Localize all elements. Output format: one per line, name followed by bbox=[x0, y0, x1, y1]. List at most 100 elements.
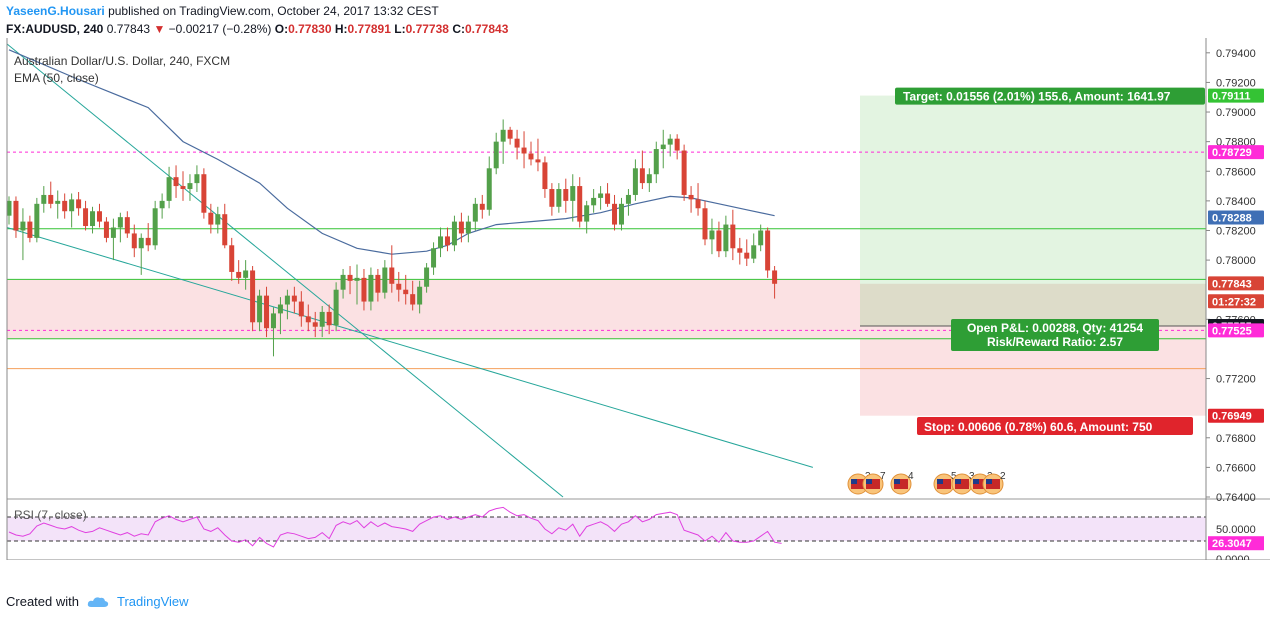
candle-body bbox=[751, 245, 757, 259]
candle-body bbox=[76, 199, 82, 209]
trendline-1[interactable] bbox=[6, 43, 564, 498]
event-count-label: 2 bbox=[1000, 471, 1006, 482]
us-flag-canton bbox=[894, 479, 900, 484]
candle bbox=[688, 186, 694, 213]
candle bbox=[702, 200, 708, 246]
candle bbox=[333, 282, 339, 332]
economic-event-flag-icon[interactable]: 2 bbox=[982, 471, 1006, 495]
candle bbox=[361, 268, 367, 311]
candle bbox=[270, 307, 276, 357]
rsi-tick-label: 0.0000 bbox=[1216, 554, 1250, 560]
candle-body bbox=[639, 168, 645, 184]
ema-legend: EMA (50, close) bbox=[14, 71, 99, 85]
candle bbox=[723, 215, 729, 258]
economic-event-flag-icon[interactable]: 4 bbox=[890, 471, 914, 495]
candle-body bbox=[208, 212, 214, 225]
candle-body bbox=[646, 174, 652, 184]
trendline-2[interactable] bbox=[6, 227, 814, 468]
candle-body bbox=[674, 138, 680, 151]
economic-event-flag-icon[interactable]: 5 bbox=[933, 471, 957, 495]
candle-body bbox=[13, 200, 19, 231]
candle-body bbox=[410, 294, 416, 305]
candle bbox=[577, 177, 583, 228]
open-pnl-zone bbox=[860, 283, 1206, 326]
candle bbox=[479, 194, 485, 219]
candle-body bbox=[535, 159, 541, 163]
candle-body bbox=[612, 203, 618, 225]
price-axis-label bbox=[1208, 323, 1264, 338]
candle bbox=[591, 189, 597, 213]
author-link[interactable]: YaseenG.Housari bbox=[6, 4, 105, 18]
candle-body bbox=[250, 270, 256, 323]
candle bbox=[605, 183, 611, 207]
candle-body bbox=[138, 237, 144, 249]
candle bbox=[653, 141, 659, 184]
candle bbox=[145, 223, 151, 252]
candle bbox=[563, 178, 569, 213]
price-axis-label bbox=[1208, 145, 1264, 160]
y-tick-label: 0.79400 bbox=[1216, 48, 1256, 60]
tradingview-link[interactable]: TradingView bbox=[116, 594, 189, 609]
candle bbox=[347, 266, 353, 295]
candle-body bbox=[765, 230, 771, 271]
candle-body bbox=[222, 214, 228, 246]
us-flag-canton bbox=[937, 479, 943, 484]
candle bbox=[751, 233, 757, 264]
publish-header: YaseenG.Housari published on TradingView… bbox=[6, 4, 439, 18]
candle-body bbox=[667, 138, 673, 145]
candle-body bbox=[396, 283, 402, 290]
candle bbox=[13, 196, 19, 238]
open-value: 0.77830 bbox=[288, 22, 332, 36]
price-chart[interactable]: 3745322 Oct49111618232530Nov 0.794000.79… bbox=[0, 0, 1270, 560]
candle-body bbox=[451, 221, 457, 246]
price-axis-label-text: 0.77525 bbox=[1212, 325, 1252, 337]
rsi-line bbox=[8, 506, 782, 548]
candle-body bbox=[180, 186, 186, 190]
economic-event-flag-icon[interactable]: 3 bbox=[951, 471, 975, 495]
candle-body bbox=[215, 214, 221, 225]
candle-body bbox=[243, 270, 249, 278]
candle bbox=[257, 289, 263, 332]
candle bbox=[76, 191, 82, 216]
candle-body bbox=[716, 230, 722, 252]
candle-body bbox=[486, 168, 492, 210]
candle-body bbox=[145, 237, 151, 246]
candle bbox=[396, 271, 402, 302]
candle-body bbox=[110, 227, 116, 238]
candle-body bbox=[702, 208, 708, 240]
candle bbox=[110, 218, 116, 261]
candle bbox=[277, 297, 283, 335]
candle bbox=[744, 239, 750, 267]
high-label: H: bbox=[334, 22, 348, 36]
candle-body bbox=[326, 311, 332, 326]
candle bbox=[243, 260, 249, 290]
candle-body bbox=[382, 267, 388, 293]
candle-body bbox=[563, 189, 569, 201]
candle-body bbox=[34, 203, 40, 238]
candle-body bbox=[284, 295, 290, 305]
candle bbox=[438, 227, 444, 258]
us-flag-stripes bbox=[866, 479, 880, 489]
candle-body bbox=[653, 149, 659, 175]
us-flag-stripes bbox=[955, 479, 969, 489]
candle bbox=[500, 119, 506, 164]
candle bbox=[535, 138, 541, 172]
candle-body bbox=[173, 177, 179, 187]
candle-body bbox=[375, 274, 381, 293]
us-flag-canton bbox=[955, 479, 961, 484]
low-label: L: bbox=[394, 22, 406, 36]
event-count-label: 5 bbox=[951, 471, 957, 482]
economic-event-flag-icon[interactable]: 7 bbox=[862, 471, 886, 495]
candle-body bbox=[166, 177, 172, 201]
candle bbox=[117, 212, 123, 243]
candle-body bbox=[528, 153, 534, 160]
candle bbox=[716, 221, 722, 258]
candle bbox=[131, 224, 137, 258]
candle bbox=[758, 224, 764, 252]
candle bbox=[166, 166, 172, 209]
candle-body bbox=[117, 217, 123, 228]
candle-body bbox=[618, 203, 624, 225]
risk-reward-text: Risk/Reward Ratio: 2.57 bbox=[987, 335, 1123, 349]
candle-body bbox=[270, 313, 276, 329]
candle-body bbox=[507, 129, 513, 139]
